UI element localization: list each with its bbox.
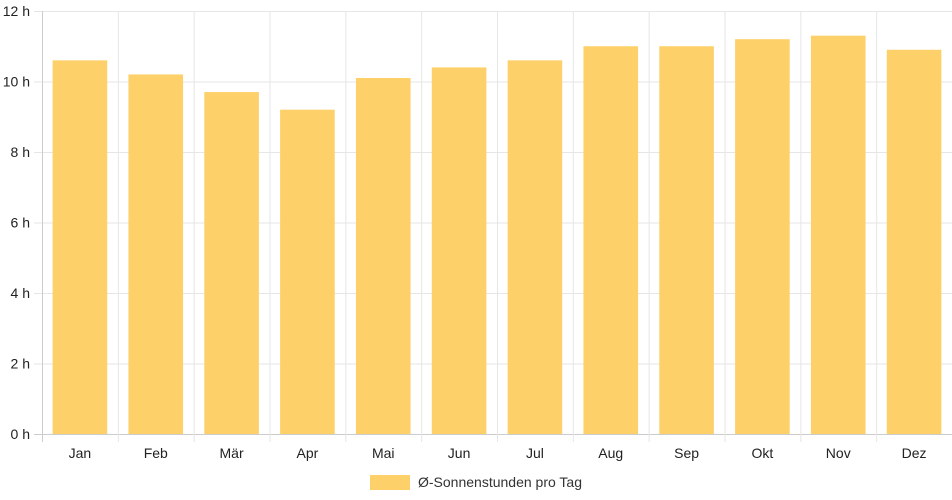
legend-swatch	[370, 475, 410, 490]
x-tick-label: Apr	[297, 445, 319, 461]
legend-label: Ø-Sonnenstunden pro Tag	[418, 474, 582, 490]
y-tick-label: 2 h	[11, 356, 30, 372]
x-tick-label: Jul	[526, 445, 544, 461]
y-tick-label: 10 h	[3, 74, 30, 90]
y-tick-label: 0 h	[11, 426, 30, 442]
y-axis-tick-labels: 0 h 2 h 4 h 6 h 8 h 10 h 12 h	[3, 3, 30, 442]
bar-apr[interactable]	[280, 109, 335, 434]
bar-mai[interactable]	[355, 77, 411, 434]
x-axis-tick-labels: Jan Feb Mär Apr Mai Jun Jul Aug Sep Okt Nov Dez	[69, 445, 927, 461]
legend[interactable]: Ø-Sonnenstunden pro Tag	[370, 474, 582, 490]
bar-jan[interactable]	[52, 60, 108, 434]
bar-okt[interactable]	[735, 39, 790, 434]
x-tick-label: Jun	[448, 445, 471, 461]
bar-mär[interactable]	[204, 92, 259, 434]
bar-jul[interactable]	[507, 60, 563, 434]
bar-jun[interactable]	[431, 67, 487, 435]
grid-lines	[34, 11, 952, 442]
x-tick-label: Nov	[826, 445, 851, 461]
y-tick-label: 4 h	[11, 285, 30, 301]
x-tick-label: Okt	[752, 445, 774, 461]
y-tick-label: 12 h	[3, 3, 30, 19]
x-tick-label: Mai	[372, 445, 395, 461]
bar-sep[interactable]	[659, 46, 714, 434]
x-tick-label: Mär	[220, 445, 244, 461]
bar-dez[interactable]	[886, 49, 942, 435]
x-tick-label: Sep	[674, 445, 699, 461]
x-tick-label: Dez	[902, 445, 927, 461]
bar-feb[interactable]	[128, 74, 184, 434]
x-tick-label: Jan	[69, 445, 92, 461]
bar-nov[interactable]	[810, 35, 866, 435]
bar-aug[interactable]	[583, 46, 639, 434]
bars	[52, 35, 942, 435]
y-tick-label: 6 h	[11, 215, 30, 231]
x-tick-label: Aug	[598, 445, 623, 461]
y-tick-label: 8 h	[11, 144, 30, 160]
x-tick-label: Feb	[144, 445, 168, 461]
